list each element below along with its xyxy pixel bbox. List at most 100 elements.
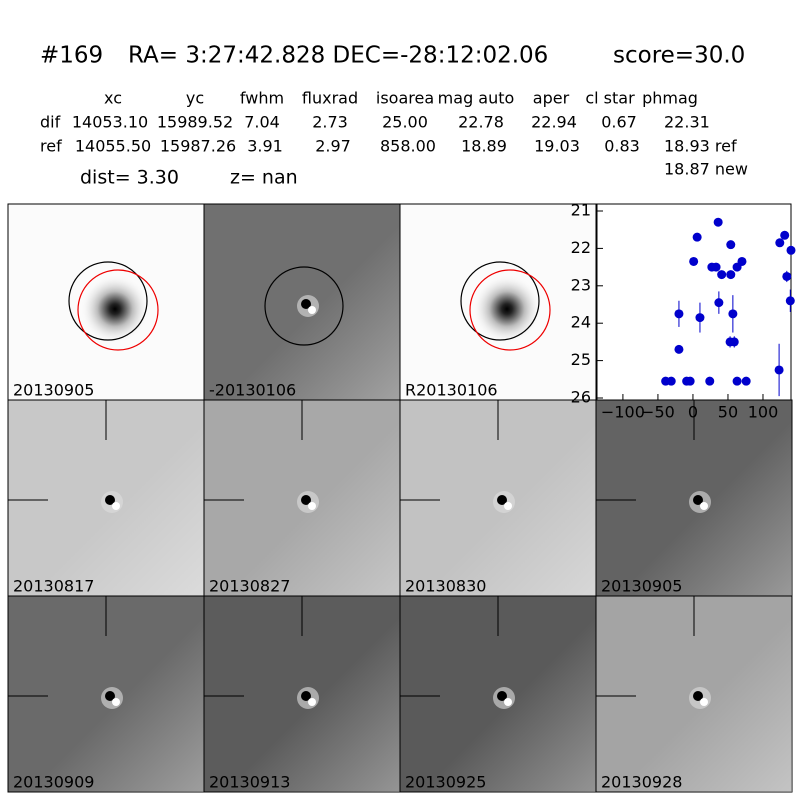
stamp-date: R20130106 [405, 381, 498, 400]
point [726, 270, 736, 280]
cell: 19.03 [534, 137, 580, 156]
point [685, 376, 695, 386]
stamp-date: -20130106 [209, 381, 296, 400]
x-tick-label: 0 [688, 403, 698, 422]
point [689, 256, 699, 266]
x-tick-label: −50 [641, 403, 675, 422]
cell: 18.93 ref [664, 137, 737, 156]
cell: 22.94 [531, 113, 577, 132]
residual-light [112, 502, 120, 510]
stamp-date: 20130909 [13, 773, 94, 792]
y-tick-label: 24 [571, 313, 591, 332]
aperture [460, 261, 540, 341]
residual-dark [301, 299, 311, 309]
stamp-date: 20130827 [209, 577, 290, 596]
point [782, 271, 792, 281]
column-header: isoarea [376, 89, 434, 108]
cell: 22.78 [458, 113, 504, 132]
residual-light [308, 306, 316, 314]
column-header: aper [533, 89, 570, 108]
stamp-date: 20130928 [601, 773, 682, 792]
point [711, 262, 721, 272]
point [692, 232, 702, 242]
point [728, 309, 738, 319]
cell: 22.31 [664, 113, 710, 132]
point [674, 344, 684, 354]
residual-dark [497, 691, 507, 701]
cell: 2.73 [312, 113, 348, 132]
residual-light [112, 698, 120, 706]
residual-light [308, 698, 316, 706]
residual-dark [301, 691, 311, 701]
residual-dark [105, 495, 115, 505]
stamp-date: 20130905 [601, 577, 682, 596]
residual-light [700, 698, 708, 706]
point [666, 376, 676, 386]
residual-light [308, 502, 316, 510]
panels: 20130905 -20130106 R20130106 20130817 201308… [7, 203, 793, 793]
residual-dark [497, 495, 507, 505]
aperture [264, 266, 344, 346]
y-tick-label: 25 [571, 350, 591, 369]
residual-light [504, 698, 512, 706]
lightcurve: −100−50 0 50 100 21 22 23 24 25 26 [571, 201, 796, 422]
residual-dark [301, 495, 311, 505]
cell: 14055.50 [75, 137, 151, 156]
point [729, 337, 739, 347]
stamp-date: 20130905 [13, 381, 94, 400]
source [80, 274, 150, 344]
cell: 7.04 [244, 113, 280, 132]
point [780, 230, 790, 240]
residual-dark [693, 495, 703, 505]
x-tick-label: 100 [748, 403, 779, 422]
cell: 3.91 [247, 137, 283, 156]
residual-light [700, 502, 708, 510]
cell: 15987.26 [160, 137, 236, 156]
column-header: xc [104, 89, 122, 108]
column-header: phmag [642, 89, 698, 108]
row-label: dif [40, 113, 61, 132]
aperture [77, 269, 159, 351]
point [737, 256, 747, 266]
stamp-date: 20130830 [405, 577, 486, 596]
point [786, 245, 796, 255]
coordinates: RA= 3:27:42.828 DEC=-28:12:02.06 [128, 43, 548, 69]
cell: 15989.52 [157, 113, 233, 132]
point [785, 296, 795, 306]
aperture [469, 269, 551, 351]
cell: 25.00 [382, 113, 428, 132]
x-tick-label: 50 [718, 403, 738, 422]
aperture [68, 261, 148, 341]
point [714, 298, 724, 308]
plot-area [596, 203, 792, 401]
z: z= nan [230, 167, 298, 189]
cell: 858.00 [380, 137, 436, 156]
point [774, 365, 784, 375]
cell: 0.67 [601, 113, 637, 132]
y-tick-label: 23 [571, 275, 591, 294]
stamp-date: 20130817 [13, 577, 94, 596]
point [674, 309, 684, 319]
y-tick-label: 22 [571, 238, 591, 257]
column-header: cl star [585, 89, 635, 108]
residual-light [504, 502, 512, 510]
point [732, 376, 742, 386]
point [717, 270, 727, 280]
phmag-note: 18.87 new [664, 160, 748, 179]
score: score=30.0 [613, 43, 745, 69]
cell: 2.97 [315, 137, 351, 156]
point [741, 376, 751, 386]
point [695, 313, 705, 323]
stamp-date: 20130913 [209, 773, 290, 792]
point [705, 376, 715, 386]
column-header: mag auto [438, 89, 515, 108]
y-tick-label: 26 [571, 388, 591, 407]
dist: dist= 3.30 [80, 167, 179, 189]
x-tick-label: −100 [601, 403, 645, 422]
stamp-date: 20130925 [405, 773, 486, 792]
cell: 18.89 [461, 137, 507, 156]
point [713, 217, 723, 227]
column-header: yc [186, 89, 204, 108]
point [726, 240, 736, 250]
